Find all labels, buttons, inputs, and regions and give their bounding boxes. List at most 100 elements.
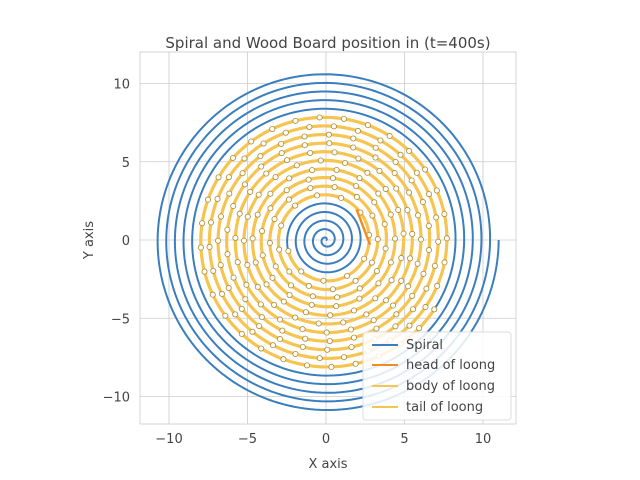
x-tick-label: −5: [238, 432, 257, 447]
board-node: [272, 263, 279, 270]
head-of-loong-line: [355, 209, 372, 246]
board-node: [388, 277, 395, 284]
board-node: [327, 312, 334, 319]
board-node: [217, 213, 224, 220]
board-node: [416, 325, 423, 332]
board-node: [252, 259, 259, 266]
board-node: [372, 154, 379, 161]
board-node: [400, 230, 407, 237]
board-node: [372, 144, 379, 151]
board-node: [355, 155, 362, 162]
board-node: [372, 295, 379, 302]
board-node: [242, 296, 249, 303]
board-node: [330, 123, 337, 130]
board-node: [206, 243, 213, 250]
series-layer: [156, 73, 500, 412]
board-node: [409, 230, 416, 237]
board-node: [269, 274, 276, 281]
board-node: [431, 306, 438, 313]
board-node: [433, 214, 440, 221]
board-node: [201, 268, 208, 275]
board-node: [255, 191, 262, 198]
board-node: [243, 281, 250, 288]
board-node: [341, 159, 348, 166]
board-node: [425, 191, 432, 198]
board-node: [302, 309, 309, 316]
board-node: [288, 282, 295, 289]
board-node: [316, 355, 323, 362]
board-node: [209, 291, 216, 298]
board-node: [301, 142, 308, 149]
board-node: [406, 147, 413, 154]
board-node: [225, 174, 232, 181]
board-node: [425, 247, 432, 254]
board-node: [334, 294, 341, 301]
board-node: [286, 175, 293, 182]
board-node: [441, 259, 448, 266]
board-node: [422, 166, 429, 173]
board-node: [314, 192, 321, 199]
board-node: [363, 311, 370, 318]
board-node: [307, 185, 314, 192]
board-node: [278, 222, 285, 229]
board-node: [410, 306, 417, 313]
board-node: [405, 283, 412, 290]
board-node: [361, 255, 368, 262]
board-node: [392, 158, 399, 165]
chart-title: Spiral and Wood Board position in (t=400…: [165, 34, 490, 52]
x-tick-label: −10: [155, 432, 182, 447]
board-node: [283, 157, 290, 164]
board-node: [425, 222, 432, 229]
board-node: [309, 167, 316, 174]
x-tick-label: 10: [475, 432, 492, 447]
board-node: [413, 169, 420, 176]
board-node: [404, 207, 411, 214]
board-node: [234, 259, 241, 266]
board-node: [258, 345, 265, 352]
board-node: [374, 236, 381, 243]
board-node: [407, 255, 414, 262]
board-node: [299, 326, 306, 333]
board-node: [285, 248, 292, 255]
board-node: [249, 328, 256, 335]
board-node: [391, 170, 398, 177]
board-node: [258, 163, 265, 170]
board-node: [292, 350, 299, 357]
board-node: [350, 135, 357, 142]
board-node: [222, 312, 229, 319]
legend-label-tail: tail of loong: [406, 400, 483, 415]
board-node: [236, 210, 243, 217]
board-node: [329, 286, 336, 293]
board-node: [395, 206, 402, 213]
board-node: [414, 260, 421, 267]
board-node: [279, 327, 286, 334]
board-node: [271, 301, 278, 308]
board-node: [215, 237, 222, 244]
board-node: [278, 150, 285, 157]
board-node: [422, 304, 429, 311]
board-node: [218, 290, 225, 297]
board-node: [276, 336, 283, 343]
legend-label-head: head of loong: [406, 358, 495, 373]
board-node: [375, 190, 382, 197]
board-node: [267, 190, 274, 197]
board-node: [373, 325, 380, 332]
board-node: [301, 133, 308, 140]
board-node: [435, 238, 442, 245]
board-node: [283, 187, 290, 194]
board-node: [269, 342, 276, 349]
board-node: [241, 155, 248, 162]
board-node: [230, 274, 237, 281]
board-node: [381, 221, 388, 228]
board-node: [333, 166, 340, 173]
board-node: [230, 203, 237, 210]
board-node: [406, 189, 413, 196]
board-node: [276, 246, 283, 253]
y-tick-label: −5: [111, 312, 130, 327]
board-node: [340, 115, 347, 122]
legend-label-body: body of loong: [406, 379, 495, 394]
board-node: [266, 239, 273, 246]
board-node: [419, 199, 426, 206]
board-node: [307, 149, 314, 156]
